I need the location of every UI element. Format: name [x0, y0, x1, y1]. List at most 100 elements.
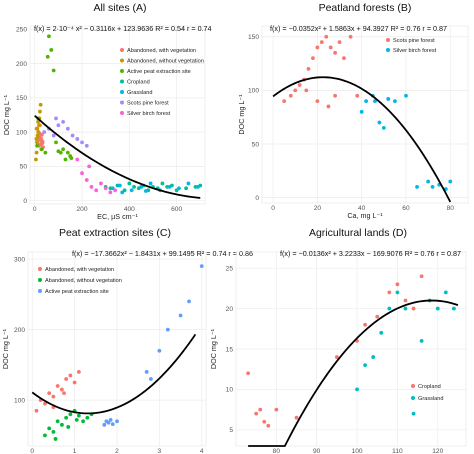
data-point [51, 68, 56, 73]
data-point [39, 147, 44, 152]
data-point [65, 150, 70, 155]
x-tick-label: 40 [358, 205, 366, 212]
data-point [61, 147, 66, 152]
data-point [38, 142, 43, 147]
legend: Abandoned, with vegetation Abandoned, wit… [120, 48, 204, 117]
data-point [38, 102, 43, 107]
plot-frame [235, 251, 467, 447]
legend-label: Cropland [127, 80, 150, 86]
data-point [115, 419, 119, 424]
data-point [306, 67, 311, 71]
legend-marker [120, 48, 124, 52]
data-point [393, 99, 397, 103]
data-point [315, 45, 320, 50]
data-point [55, 384, 60, 388]
data-point [74, 417, 79, 422]
data-point [363, 322, 368, 327]
y-axis-label: DOC mg L⁻¹ [237, 94, 246, 135]
data-point [333, 93, 337, 98]
fit-equation: f(x) = 2·10⁻⁴ x² − 0.3116x + 123.9636 R²… [34, 24, 212, 33]
data-point [395, 290, 400, 295]
data-point [186, 181, 191, 186]
data-point [199, 264, 204, 269]
data-point [178, 313, 183, 318]
y-tick-label: 5 [229, 427, 233, 434]
x-tick-label: 60 [402, 205, 410, 212]
data-point [56, 149, 61, 154]
data-point [127, 181, 132, 186]
data-point [184, 186, 188, 191]
plot-frame [29, 25, 206, 205]
data-point [311, 56, 315, 61]
x-tick-label: 80 [273, 448, 281, 454]
legend-marker [120, 58, 124, 63]
y-tick-label: 100 [248, 88, 259, 95]
legend-marker [38, 278, 42, 282]
chart-title: Peat extraction sites (C) [59, 227, 171, 239]
data-point [113, 188, 118, 193]
data-point [43, 401, 47, 406]
data-point [262, 419, 267, 424]
data-point [60, 387, 64, 392]
chart-panel-d: Agricultural lands (D) 80 90 100 110 120 5 10 15… [209, 227, 467, 454]
data-point [66, 425, 71, 429]
data-point [68, 412, 73, 417]
data-point [246, 371, 251, 376]
y-axis-label: DOC mg L⁻¹ [2, 94, 11, 135]
data-point [404, 93, 408, 98]
legend-label: Active peat extraction site [45, 289, 109, 295]
legend-marker [411, 396, 415, 400]
data-point [43, 150, 48, 155]
x-tick-label: 80 [447, 205, 455, 212]
data-point [68, 373, 73, 378]
data-point [334, 355, 339, 359]
data-point [139, 184, 144, 189]
legend-marker [411, 384, 415, 388]
legend-label: Grassland [127, 90, 153, 96]
data-point [342, 56, 346, 61]
legend-label: Abandoned, with vegetation [45, 267, 114, 273]
x-tick-label: 200 [77, 206, 88, 213]
x-tick-label: 400 [124, 206, 135, 213]
data-point [34, 150, 39, 155]
legend-marker [38, 289, 42, 293]
legend-marker [120, 100, 124, 105]
data-point [47, 426, 52, 431]
y-tick-label: 50 [252, 141, 260, 148]
data-point [89, 184, 94, 189]
y-tick-label: 100 [16, 129, 27, 136]
x-tick-label: 0 [271, 205, 275, 212]
y-tick-label: 25 [226, 265, 234, 272]
x-tick-label: 120 [432, 448, 443, 454]
data-point [75, 157, 80, 162]
data-point [355, 387, 359, 392]
data-point [36, 130, 41, 135]
data-point [34, 137, 39, 141]
data-point [69, 156, 74, 161]
data-point [84, 143, 89, 148]
legend-label: Abandoned, without vegetation [45, 278, 122, 284]
data-point [102, 422, 107, 427]
x-tick-label: 1 [73, 448, 77, 454]
x-tick-label: 90 [313, 448, 321, 454]
legend: Abandoned, with vegetation Abandoned, wit… [38, 267, 122, 295]
y-tick-label: 0 [23, 198, 27, 205]
plot-frame [27, 251, 207, 447]
data-point [160, 181, 165, 186]
data-point [144, 370, 149, 374]
data-point [355, 93, 360, 98]
data-point [363, 363, 368, 368]
chart-panel-a: All sites (A) 0 200 400 600 0 50 100 150 200 250 EC… [2, 2, 212, 221]
data-point [51, 429, 56, 434]
fit-equation: f(x) = −17.3662x² − 1.8431x + 99.1495 R²… [72, 249, 253, 258]
data-point [157, 348, 162, 353]
data-point [110, 422, 115, 427]
legend-label: Grassland [418, 396, 444, 402]
y-tick-label: 150 [248, 34, 259, 41]
x-tick-label: 600 [171, 206, 182, 213]
data-point [304, 88, 309, 93]
data-point [403, 298, 408, 303]
y-tick-label: 100 [14, 397, 25, 404]
data-point [94, 188, 99, 193]
data-point [108, 190, 113, 195]
